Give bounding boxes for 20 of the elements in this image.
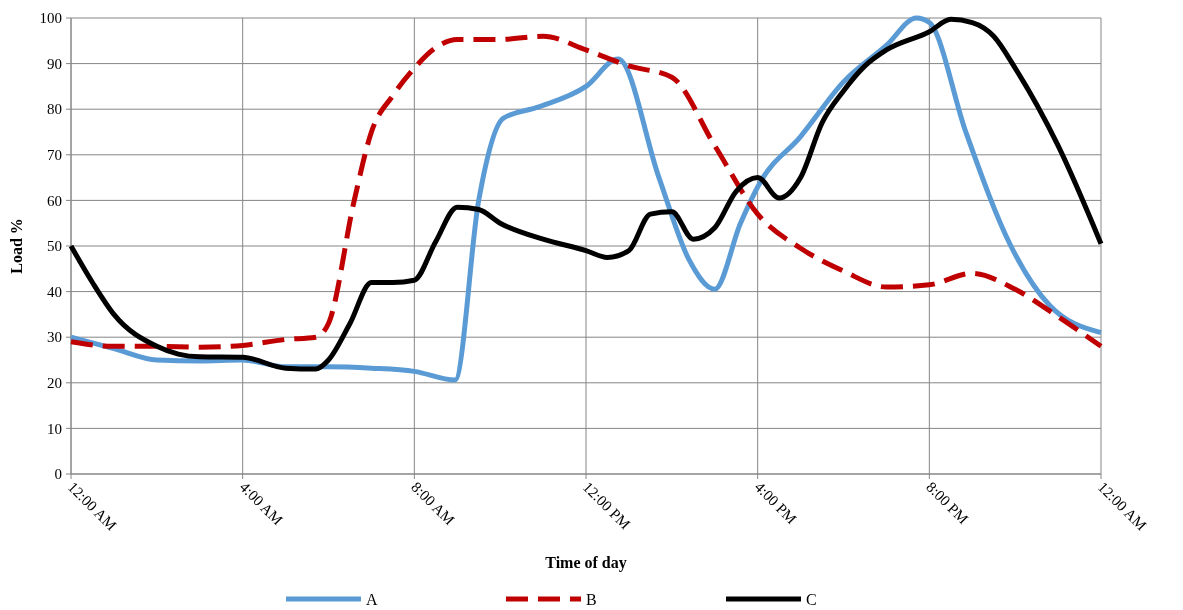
y-tick-label: 0 — [54, 466, 62, 483]
y-tick-label: 20 — [47, 375, 62, 392]
y-tick-label: 10 — [47, 420, 62, 437]
legend-label: A — [366, 590, 378, 608]
x-tick-label: 4:00 AM — [236, 478, 286, 529]
y-tick-label: 50 — [47, 238, 62, 255]
legend-label: B — [586, 590, 597, 608]
y-tick-label: 30 — [47, 329, 62, 346]
y-tick-label: 40 — [47, 283, 62, 300]
y-axis-title: Load % — [8, 218, 25, 274]
x-axis-title: Time of day — [545, 554, 627, 572]
y-tick-label: 100 — [39, 10, 62, 27]
legend-label: C — [806, 590, 817, 608]
x-tick-label: 8:00 PM — [923, 478, 972, 527]
x-tick-label: 8:00 AM — [408, 478, 458, 529]
y-tick-label: 80 — [47, 101, 62, 118]
y-tick-label: 90 — [47, 55, 62, 72]
x-tick-label: 4:00 PM — [751, 478, 800, 527]
y-tick-label: 60 — [47, 192, 62, 209]
y-tick-label: 70 — [47, 147, 62, 164]
